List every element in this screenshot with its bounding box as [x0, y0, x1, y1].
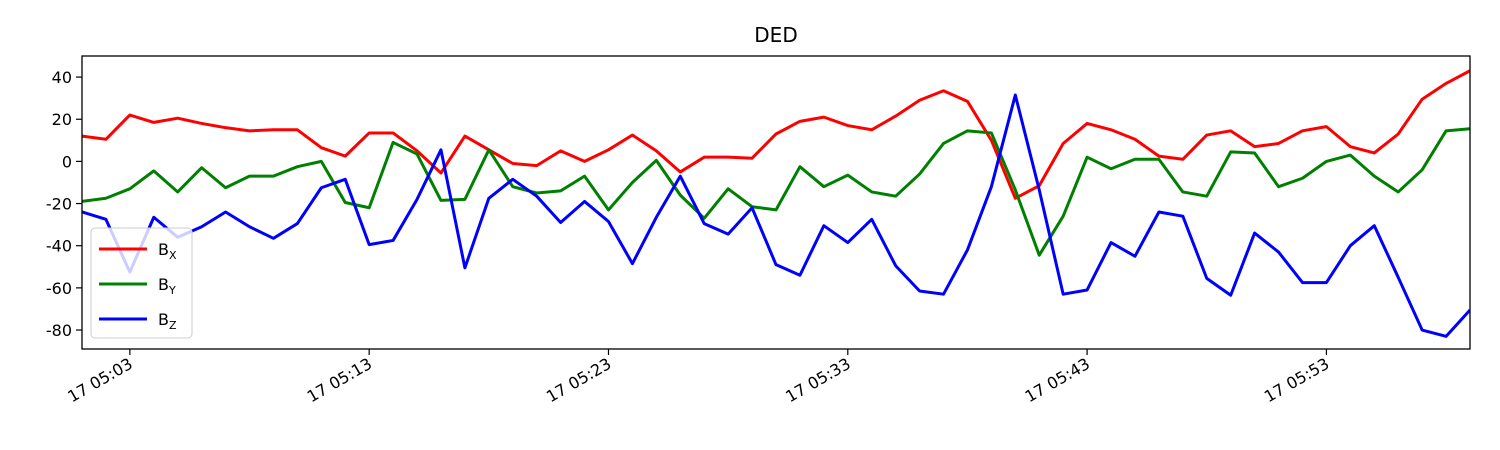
- x-axis: 17 05:03 17 05:13 17 05:23 17 05:33 17 05:43…: [64, 349, 1332, 406]
- x-tick-label: 17 05:43: [1022, 354, 1093, 406]
- chart-title: DED: [754, 23, 797, 47]
- legend-label-subscript: X: [169, 249, 177, 262]
- legend-label-subscript: Z: [169, 319, 177, 332]
- y-tick-label: -20: [46, 195, 72, 214]
- series-layer: [82, 69, 1470, 338]
- legend-label-main: B: [158, 240, 169, 259]
- series-line-bz: [82, 93, 1470, 338]
- legend-label: BY: [158, 275, 176, 297]
- y-tick-label: 20: [52, 110, 72, 129]
- x-tick-label: 17 05:33: [782, 354, 853, 406]
- legend-label: BZ: [158, 310, 177, 332]
- y-tick-label: 40: [52, 68, 72, 87]
- series-line-by: [82, 127, 1470, 257]
- series-line-bx: [82, 69, 1470, 200]
- legend-label-main: B: [158, 275, 169, 294]
- y-tick-label: -60: [46, 279, 72, 298]
- x-tick-label: 17 05:13: [304, 354, 375, 406]
- y-tick-label: 0: [62, 152, 72, 171]
- x-tick-label: 17 05:03: [64, 354, 135, 406]
- legend-label: BX: [158, 240, 177, 262]
- y-tick-label: -40: [46, 237, 72, 256]
- y-axis: 40 20 0 -20 -40 -60 -80: [46, 68, 82, 340]
- x-tick-label: 17 05:23: [543, 354, 614, 406]
- x-tick-label: 17 05:53: [1261, 354, 1332, 406]
- plot-frame: [81, 55, 1471, 350]
- legend-label-main: B: [158, 310, 169, 329]
- legend-label-subscript: Y: [168, 284, 176, 297]
- y-tick-label: -80: [46, 321, 72, 340]
